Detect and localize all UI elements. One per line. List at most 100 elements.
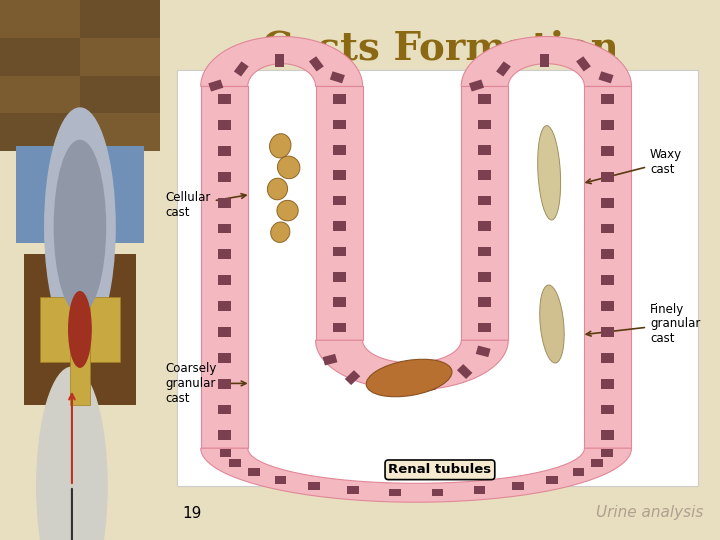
Bar: [71, 254, 89, 405]
Bar: [513, 482, 524, 490]
Bar: [333, 247, 346, 256]
Bar: [217, 404, 230, 414]
Bar: [601, 449, 613, 457]
Circle shape: [37, 367, 107, 540]
Bar: [546, 476, 558, 484]
Bar: [0, 38, 80, 76]
Bar: [601, 275, 614, 285]
Bar: [424, 377, 436, 392]
FancyBboxPatch shape: [201, 86, 248, 448]
Bar: [478, 298, 491, 307]
Text: Coarsely
granular
cast: Coarsely granular cast: [166, 362, 246, 405]
Text: Cellular
cast: Cellular cast: [166, 191, 246, 219]
Bar: [478, 171, 491, 180]
Bar: [333, 221, 346, 231]
Bar: [217, 198, 230, 207]
Bar: [248, 468, 259, 476]
Bar: [478, 94, 491, 104]
Bar: [333, 120, 346, 129]
Ellipse shape: [277, 200, 298, 221]
Bar: [330, 71, 345, 83]
Ellipse shape: [267, 178, 287, 200]
Bar: [432, 489, 444, 496]
Bar: [217, 379, 230, 388]
Circle shape: [68, 292, 91, 367]
Ellipse shape: [538, 126, 561, 220]
Bar: [333, 171, 346, 180]
Bar: [601, 404, 614, 414]
Bar: [601, 353, 614, 363]
Text: Finely
granular
cast: Finely granular cast: [586, 302, 701, 346]
Bar: [333, 145, 346, 154]
Bar: [308, 482, 320, 490]
Bar: [601, 430, 614, 440]
Bar: [80, 38, 160, 76]
FancyBboxPatch shape: [462, 86, 508, 340]
Bar: [217, 224, 230, 233]
Bar: [0, 76, 80, 113]
Bar: [217, 430, 230, 440]
Ellipse shape: [277, 156, 300, 179]
Bar: [323, 354, 338, 366]
Text: Urine analysis: Urine analysis: [596, 505, 703, 521]
Bar: [469, 79, 484, 92]
Bar: [220, 449, 231, 457]
Bar: [389, 489, 400, 496]
Bar: [383, 380, 395, 394]
Bar: [217, 301, 230, 311]
Bar: [80, 113, 160, 151]
Bar: [333, 323, 346, 332]
Bar: [601, 120, 614, 130]
Bar: [598, 71, 613, 83]
Bar: [217, 353, 230, 363]
Bar: [572, 468, 585, 476]
Ellipse shape: [269, 134, 291, 158]
Ellipse shape: [540, 285, 564, 363]
Polygon shape: [315, 340, 508, 390]
Bar: [16, 146, 144, 243]
Bar: [274, 476, 287, 484]
Bar: [476, 346, 490, 357]
Bar: [474, 487, 485, 494]
Bar: [217, 249, 230, 259]
Text: Renal tubules: Renal tubules: [388, 463, 492, 476]
Text: Casts Formation: Casts Formation: [261, 30, 618, 68]
Bar: [591, 459, 603, 467]
Text: 19: 19: [182, 505, 202, 521]
Bar: [217, 327, 230, 337]
Bar: [478, 323, 491, 332]
Bar: [601, 198, 614, 207]
Bar: [333, 298, 346, 307]
Bar: [234, 62, 248, 77]
Bar: [0, 0, 80, 38]
Bar: [217, 172, 230, 182]
Circle shape: [54, 140, 106, 313]
Text: Waxy
cast: Waxy cast: [586, 148, 682, 184]
Bar: [0, 113, 80, 151]
Bar: [333, 94, 346, 104]
Bar: [345, 370, 360, 385]
Bar: [601, 249, 614, 259]
Polygon shape: [462, 37, 631, 86]
Bar: [275, 55, 284, 67]
Polygon shape: [201, 37, 363, 86]
Bar: [217, 120, 230, 130]
Bar: [601, 327, 614, 337]
FancyBboxPatch shape: [176, 70, 698, 486]
Bar: [601, 172, 614, 182]
Bar: [478, 247, 491, 256]
Bar: [601, 379, 614, 388]
Bar: [333, 272, 346, 281]
Polygon shape: [201, 448, 631, 502]
Bar: [478, 120, 491, 129]
Bar: [40, 297, 120, 362]
Bar: [347, 487, 359, 494]
Bar: [333, 196, 346, 205]
Bar: [601, 94, 614, 104]
Bar: [309, 56, 324, 71]
Ellipse shape: [366, 359, 452, 397]
Bar: [576, 56, 591, 71]
Bar: [24, 254, 136, 405]
Bar: [601, 224, 614, 233]
Bar: [478, 196, 491, 205]
